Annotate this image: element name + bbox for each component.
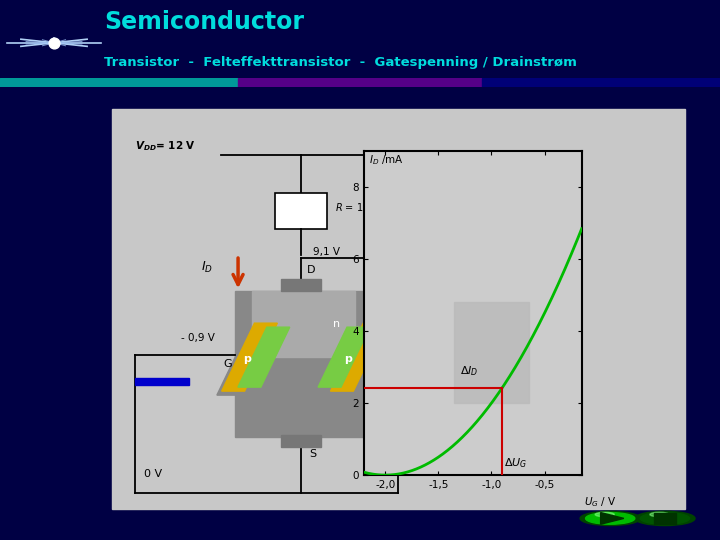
Polygon shape: [600, 512, 624, 524]
Circle shape: [635, 511, 695, 525]
Bar: [135, 378, 189, 385]
Polygon shape: [325, 319, 391, 395]
Circle shape: [595, 512, 614, 517]
Point: [48, 38, 60, 47]
Polygon shape: [222, 323, 277, 391]
Bar: [454, 302, 528, 403]
Bar: [235, 291, 373, 437]
Text: - 0,9 V: - 0,9 V: [181, 333, 215, 343]
Bar: [281, 279, 321, 291]
Bar: [253, 291, 356, 357]
Text: $I_D$ /mA: $I_D$ /mA: [369, 153, 404, 167]
Text: $I_D$: $I_D$: [201, 260, 213, 275]
Circle shape: [650, 512, 669, 517]
Text: S: S: [310, 449, 317, 459]
Polygon shape: [318, 327, 370, 387]
Text: Transistor  -  Felteffekttransistor  -  Gatespenning / Drainstrøm: Transistor - Felteffekttransistor - Gate…: [104, 56, 577, 69]
Polygon shape: [238, 327, 289, 387]
Text: $\Delta U_G$: $\Delta U_G$: [504, 456, 528, 470]
Circle shape: [585, 512, 635, 524]
Text: $U_G$ / V: $U_G$ / V: [584, 495, 616, 509]
Text: G: G: [224, 359, 233, 369]
Bar: [0, 78, 238, 87]
Polygon shape: [330, 323, 386, 391]
Text: 0 V: 0 V: [143, 469, 162, 479]
Text: n: n: [333, 319, 340, 329]
Text: $\Delta I_D$: $\Delta I_D$: [459, 364, 478, 378]
Circle shape: [640, 512, 690, 524]
Text: D: D: [307, 265, 315, 275]
Text: p: p: [243, 354, 251, 364]
Circle shape: [580, 511, 640, 525]
Bar: [370, 247, 421, 253]
Bar: [275, 193, 327, 229]
Text: 9,1 V: 9,1 V: [312, 247, 340, 257]
Bar: [238, 78, 482, 87]
Bar: [654, 513, 676, 524]
Polygon shape: [217, 319, 282, 395]
Bar: [482, 78, 720, 87]
Text: p: p: [344, 354, 352, 364]
Text: Semiconductor: Semiconductor: [104, 10, 305, 34]
Bar: [112, 109, 685, 509]
Bar: [281, 435, 321, 447]
Text: $R$ = 1,0 k$\Omega$: $R$ = 1,0 k$\Omega$: [336, 201, 390, 214]
Text: $\bfit{V}_{DD}$= 12 V: $\bfit{V}_{DD}$= 12 V: [135, 139, 196, 153]
